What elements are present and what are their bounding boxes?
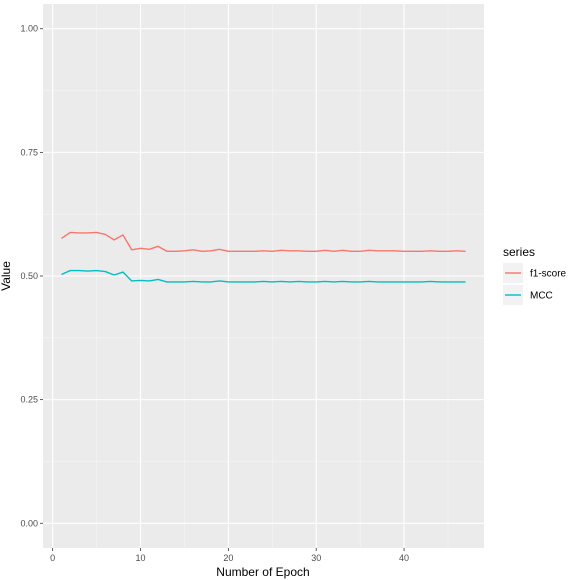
legend-title: series — [503, 245, 535, 259]
legend-items: f1-score MCC — [503, 263, 567, 305]
x-tick-label: 10 — [136, 553, 146, 563]
series-layer — [61, 231, 466, 283]
x-tick-labels: 0 10 20 30 40 — [50, 553, 409, 563]
x-tick-label: 20 — [223, 553, 233, 563]
y-axis-title: Value — [0, 261, 13, 291]
y-tick-label: 1.00 — [20, 24, 38, 34]
x-tick-label: 40 — [399, 553, 409, 563]
x-tick-label: 30 — [311, 553, 321, 563]
series-line-f1-score — [61, 231, 466, 252]
x-tick-label: 0 — [50, 553, 55, 563]
y-tick-labels: 0.00 0.25 0.50 0.75 1.00 — [20, 24, 38, 529]
series-line-mcc — [61, 269, 466, 283]
legend: series f1-score MCC — [503, 245, 567, 305]
y-tick-label: 0.50 — [20, 271, 38, 281]
major-gridlines — [43, 4, 484, 548]
y-tick-label: 0.25 — [20, 395, 38, 405]
axis-ticks — [40, 28, 405, 551]
legend-label-mcc: MCC — [530, 291, 553, 302]
x-axis-title: Number of Epoch — [216, 565, 309, 579]
legend-label-f1-score: f1-score — [530, 269, 567, 280]
y-tick-label: 0.00 — [20, 518, 38, 528]
y-tick-label: 0.75 — [20, 147, 38, 157]
